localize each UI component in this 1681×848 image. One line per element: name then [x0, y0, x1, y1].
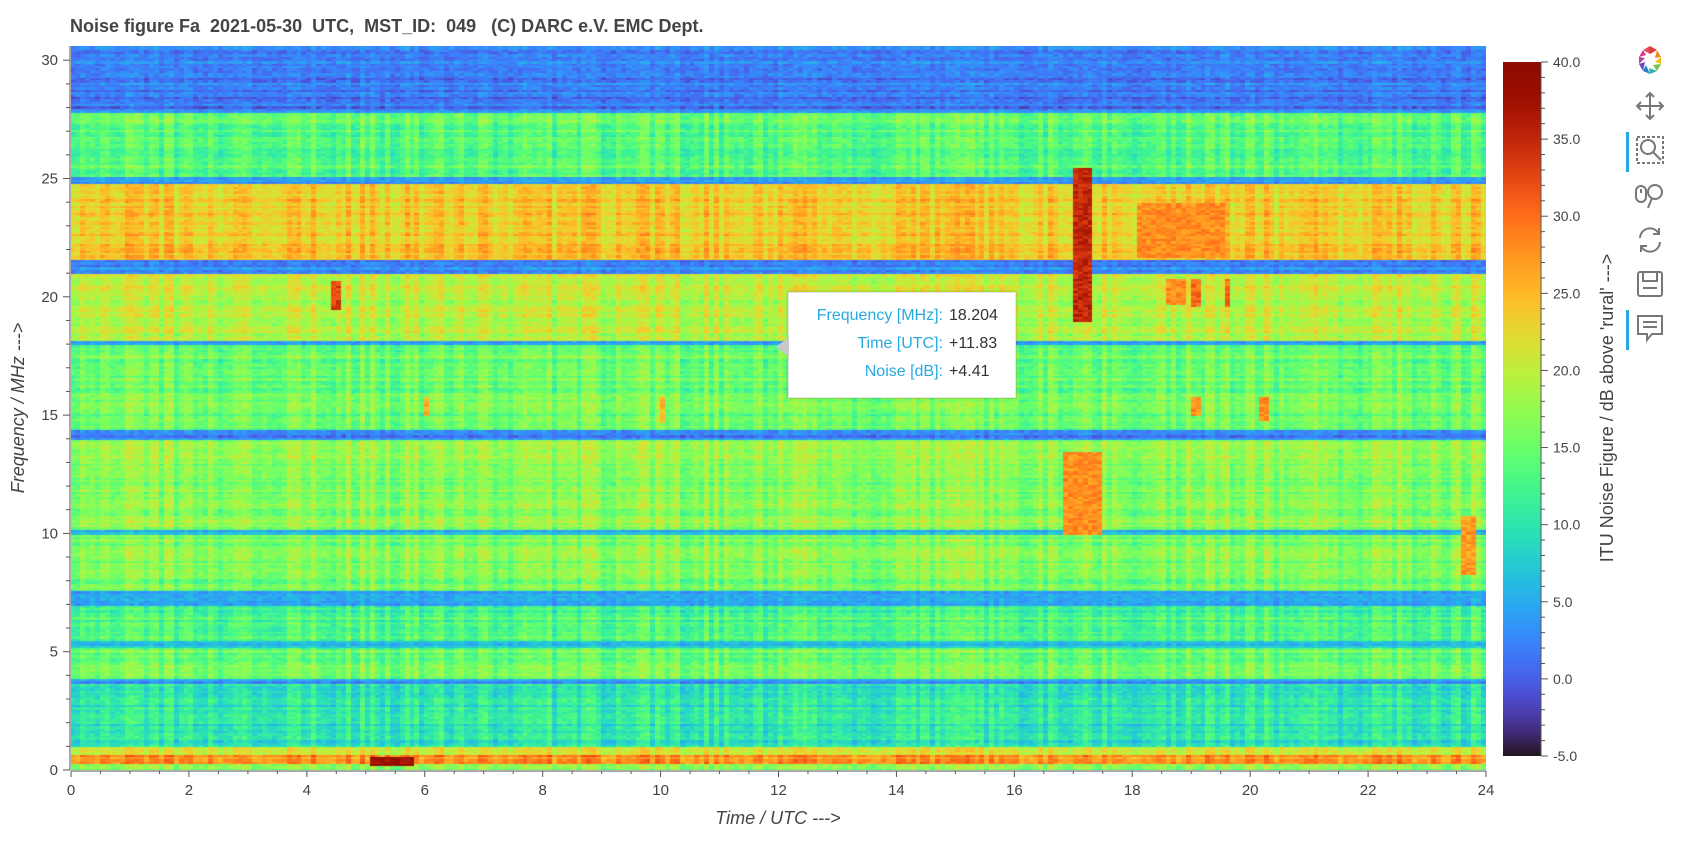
x-tick-label: 6 [421, 782, 429, 799]
y-tick-label: 15 [41, 407, 58, 424]
tooltip-row-time: Time [UTC]: +11.83 [789, 335, 1015, 355]
x-tick-label: 14 [888, 782, 905, 799]
y-axis: 0 5 10 15 20 25 30 [41, 46, 71, 779]
colorbar-tick-label: 25.0 [1553, 285, 1580, 301]
colorbar-tick-label: -5.0 [1553, 748, 1577, 764]
x-axis-label: Time / UTC ---> [715, 808, 840, 828]
x-tick-label: 10 [652, 782, 669, 799]
reset-tool-icon[interactable] [1632, 222, 1668, 258]
chart-toolbar [1626, 40, 1674, 370]
hover-tool-icon[interactable] [1626, 310, 1668, 350]
tooltip-value: +11.83 [949, 335, 998, 352]
y-tick-label: 20 [41, 289, 58, 306]
tooltip-key: Time [UTC]: [857, 335, 943, 352]
colorbar-tick-label: 30.0 [1553, 208, 1580, 224]
colorbar-tick-label: 35.0 [1553, 131, 1580, 147]
y-tick-label: 30 [41, 52, 58, 69]
spectrogram-heatmap[interactable] [71, 46, 1486, 770]
bokeh-logo-icon[interactable] [1632, 42, 1668, 78]
x-tick-label: 18 [1124, 782, 1141, 799]
x-tick-label: 16 [1006, 782, 1023, 799]
colorbar-label: ITU Noise Figure / dB above 'rural' ---> [1597, 254, 1617, 562]
colorbar-tick-label: 5.0 [1553, 594, 1573, 610]
tooltip-key: Noise [dB]: [864, 363, 943, 380]
colorbar-tick-label: 15.0 [1553, 440, 1580, 456]
box-zoom-tool-icon[interactable] [1626, 132, 1668, 172]
x-tick-label: 12 [770, 782, 787, 799]
hover-tooltip: Frequency [MHz]: 18.204 Time [UTC]: +11.… [776, 292, 1016, 398]
pan-tool-icon[interactable] [1632, 88, 1668, 124]
x-tick-label: 8 [538, 782, 546, 799]
tooltip-row-noise: Noise [dB]: +4.41 [789, 363, 1015, 383]
colorbar-tick-label: 10.0 [1553, 517, 1580, 533]
tooltip-value: 18.204 [949, 307, 998, 324]
y-tick-label: 0 [50, 762, 58, 779]
colorbar-axis: -5.0 0.0 5.0 10.0 15.0 20.0 25.0 30.0 35.0 40.0 [1540, 54, 1580, 764]
x-tick-label: 2 [185, 782, 193, 799]
x-tick-label: 22 [1360, 782, 1377, 799]
colorbar-tick-label: 0.0 [1553, 671, 1573, 687]
colorbar-tick-label: 40.0 [1553, 54, 1580, 70]
colorbar [1503, 62, 1541, 756]
tooltip-row-frequency: Frequency [MHz]: 18.204 [789, 307, 1015, 327]
x-tick-label: 0 [67, 782, 75, 799]
save-tool-icon[interactable] [1632, 266, 1668, 302]
y-tick-label: 5 [50, 644, 58, 661]
y-tick-label: 10 [41, 525, 58, 542]
tooltip-value: +4.41 [949, 363, 990, 380]
x-axis: 0 2 4 6 8 10 12 14 16 18 20 22 24 [67, 770, 1495, 799]
tooltip-arrow-icon [776, 337, 789, 357]
colorbar-tick-label: 20.0 [1553, 362, 1580, 378]
chart-title: Noise figure Fa 2021-05-30 UTC, MST_ID: … [70, 16, 704, 36]
y-axis-label: Frequency / MHz ---> [8, 323, 28, 494]
x-tick-label: 4 [303, 782, 311, 799]
y-tick-label: 25 [41, 170, 58, 187]
wheel-zoom-tool-icon[interactable] [1632, 178, 1668, 214]
x-tick-label: 24 [1478, 782, 1495, 799]
x-tick-label: 20 [1242, 782, 1259, 799]
tooltip-key: Frequency [MHz]: [816, 307, 943, 324]
